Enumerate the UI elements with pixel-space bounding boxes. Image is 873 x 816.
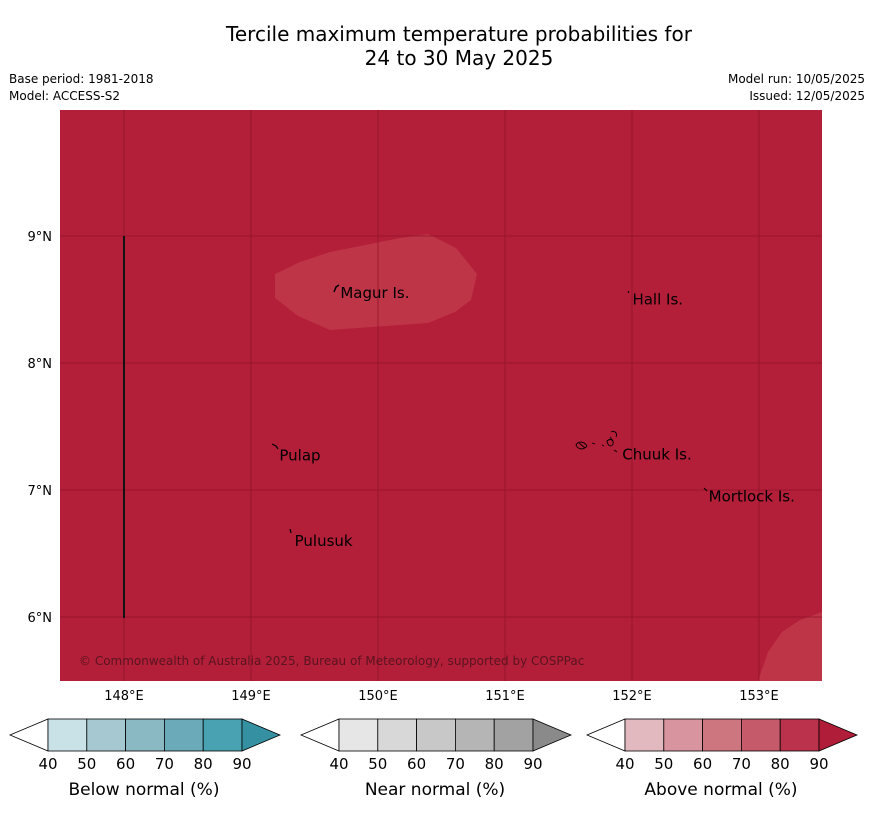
lon-tick-label: 150°E [358,689,398,704]
colorbar-segment [125,718,165,752]
colorbar-arrow-high [532,718,572,752]
lon-tick-label: 148°E [104,689,144,704]
lon-tick-label: 152°E [612,689,652,704]
place-label: Magur Is. [340,284,409,302]
copyright-notice: © Commonwealth of Australia 2025, Bureau… [79,654,584,668]
colorbar-tick-label: 80 [193,755,213,773]
island-shape-pulusuk [289,528,292,534]
colorbar-tick-label: 70 [154,755,174,773]
island-shape-mortlock [703,487,708,492]
colorbar-segment [624,718,665,752]
colorbar-segment [163,718,204,752]
colorbar-arrow-low [300,718,340,752]
colorbar-tick-label: 80 [484,755,504,773]
lat-tick-label: 7°N [28,484,53,499]
issued-date: Issued: 12/05/2025 [749,89,865,103]
colorbar-tick-label: 60 [693,755,713,773]
colorbar-tick-label: 40 [38,755,58,773]
colorbar-title: Below normal (%) [68,780,220,800]
colorbar-arrow-low [586,718,626,752]
lat-tick-label: 6°N [28,611,53,626]
place-label: Pulap [279,447,320,465]
island-shape-magur [333,284,340,293]
axis-tick-labels: 148°E 149°E 150°E 151°E 152°E 153°E 9°N 8°N 7°N 6… [28,230,779,704]
place-label: Pulusuk [295,532,353,550]
colorbar-segment [493,718,534,752]
colorbar-tick-label: 60 [116,755,136,773]
colorbar-segment [454,718,495,752]
place-labels: Magur Is. Hall Is. Pulap Chuuk Is. Mortlock … [279,284,794,550]
place-label: Chuuk Is. [622,445,691,463]
place-label: Hall Is. [632,291,683,309]
colorbar-segment [779,718,820,752]
title-line-2: 24 to 30 May 2025 [364,46,554,70]
colorbar-title: Above normal (%) [644,780,798,800]
colorbar-arrow-high [241,718,281,752]
colorbar-tick-label: 40 [329,755,349,773]
probability-region-lighter-se [758,612,822,681]
colorbar-tick-label: 70 [445,755,465,773]
colorbar-tick-label: 40 [615,755,635,773]
colorbar-tick-label: 50 [654,755,674,773]
colorbar-tick-label: 60 [407,755,427,773]
map-title: Tercile maximum temperature probabilitie… [0,22,873,70]
colorbar-segment [702,718,742,752]
map-area [60,110,822,681]
probability-region-lighter [275,234,477,330]
colorbar-tick-label: 90 [809,755,829,773]
lon-tick-label: 151°E [485,689,525,704]
lon-tick-label: 149°E [231,689,271,704]
colorbar-segment [338,718,379,752]
colorbar-segment [663,718,704,752]
colorbar [586,718,858,752]
colorbar-tick-label: 80 [770,755,790,773]
lon-tick-label: 153°E [739,689,779,704]
island-shape-chuuk [575,430,618,453]
islands [271,284,708,534]
colorbar-tick-label: 50 [77,755,97,773]
colorbar-segment [47,718,88,752]
colorbar [9,718,281,752]
colorbar-segment [86,718,127,752]
lat-tick-label: 8°N [28,357,53,372]
island-shape-hall [627,290,630,294]
colorbar-tick-label: 90 [523,755,543,773]
colorbar-tick-label: 70 [731,755,751,773]
colorbar-tick-label: 50 [368,755,388,773]
colorbar-title: Near normal (%) [364,780,506,800]
colorbar-arrow-low [9,718,49,752]
colorbar-segment [202,718,243,752]
meta-left: Base period: 1981-2018 Model: ACCESS-S2 [9,71,154,105]
colorbar-segment [377,718,418,752]
meta-right: Model run: 10/05/2025 Issued: 12/05/2025 [728,71,865,105]
colorbar-arrow-high [818,718,858,752]
map-background [60,110,822,681]
title-line-1: Tercile maximum temperature probabilitie… [226,22,692,46]
lat-tick-label: 9°N [28,230,53,245]
colorbar-segment [740,718,781,752]
model-name: Model: ACCESS-S2 [9,89,121,103]
colorbar [300,718,572,752]
model-run: Model run: 10/05/2025 [727,72,865,86]
island-shape-pulap [271,443,279,450]
colorbar-segment [416,718,456,752]
place-label: Mortlock Is. [709,487,795,505]
colorbar-tick-label: 90 [232,755,252,773]
base-period: Base period: 1981-2018 [9,72,154,86]
